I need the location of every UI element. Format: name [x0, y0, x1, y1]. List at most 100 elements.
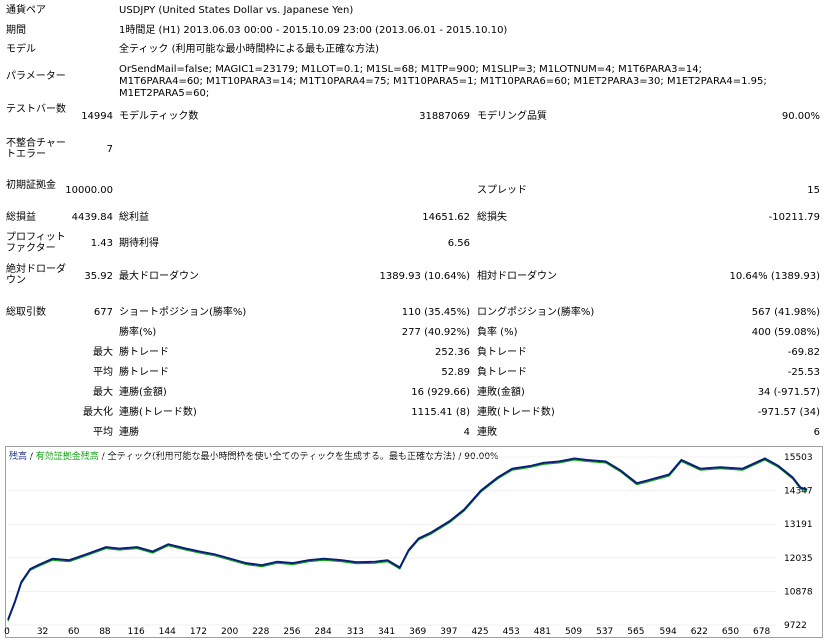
gross-profit-value: 14651.62 [422, 212, 470, 223]
short-positions-label: ショートポジション(勝率%) [119, 307, 247, 318]
x-tick-label: 0 [4, 627, 10, 637]
profit-factor-label: プロフィットファクター [6, 232, 66, 254]
relative-drawdown-label: 相対ドローダウン [477, 271, 557, 282]
short-positions-value: 110 (35.45%) [401, 307, 470, 318]
mismatch-errors-value: 7 [106, 144, 113, 155]
average-profit-trade-label: 勝トレード [119, 367, 169, 378]
total-trades-label: 総取引数 [6, 307, 46, 318]
x-tick-label: 60 [68, 627, 80, 637]
expected-payoff-value: 6.56 [447, 238, 470, 249]
y-tick-label: 13191 [784, 520, 813, 530]
x-tick-label: 32 [36, 627, 49, 637]
gross-loss-label: 総損失 [477, 212, 507, 223]
maximal-drawdown-value: 1389.93 (10.64%) [379, 271, 470, 282]
modeling-quality-label: モデリング品質 [477, 111, 547, 122]
initial-deposit-value: 10000.00 [65, 185, 113, 196]
absolute-drawdown-label: 絶対ドローダウン [6, 264, 66, 286]
average-consecutive-losses-value: 6 [813, 427, 820, 438]
test-bars-label: テストバー数 [6, 104, 66, 115]
largest-loss-trade-value: -69.82 [787, 347, 820, 358]
loss-trades-label: 負率 (%) [477, 327, 518, 338]
gross-loss-value: -10211.79 [768, 212, 820, 223]
x-tick-label: 88 [99, 627, 111, 637]
expected-payoff-label: 期待利得 [119, 238, 159, 249]
x-tick-label: 313 [346, 627, 364, 637]
total-trades-value: 677 [93, 307, 113, 318]
maximal-consecutive-loss-label: 連敗(トレード数) [477, 407, 555, 418]
parameters-label: パラメーター [6, 71, 66, 82]
spread-label: スプレッド [477, 185, 527, 196]
x-tick-label: 369 [409, 627, 427, 637]
y-tick-label: 10878 [784, 587, 813, 597]
currency-pair-label: 通貨ペア [6, 5, 46, 16]
average-profit-trade-value: 52.89 [441, 367, 470, 378]
x-tick-label: 116 [127, 627, 145, 637]
maximal-label: 最大化 [83, 407, 113, 418]
x-tick-label: 397 [440, 627, 458, 637]
largest-profit-trade-value: 252.36 [435, 347, 470, 358]
largest-profit-trade-label: 勝トレード [119, 347, 169, 358]
balance-chart: 残高 / 有効証拠金残高 / 全ティック(利用可能な最小時間枠を使い全てのティッ… [5, 446, 823, 638]
average-label: 平均 [93, 367, 113, 378]
x-tick-label: 650 [721, 627, 740, 637]
average-consecutive-wins-value: 4 [463, 427, 470, 438]
average-consecutive-label: 平均 [93, 427, 113, 438]
loss-trades-value: 400 (59.08%) [751, 327, 820, 338]
model-value: 全ティック (利用可能な最小時間枠による最も正確な方法) [119, 44, 380, 55]
max-consecutive-losses-value: 34 (-971.57) [757, 387, 820, 398]
balance-line [7, 457, 808, 621]
x-tick-label: 622 [690, 627, 708, 637]
x-tick-label: 341 [377, 627, 396, 637]
y-tick-label: 12035 [784, 554, 813, 564]
max-consecutive-wins-label: 連勝(金額) [119, 387, 167, 398]
average-loss-trade-value: -25.53 [787, 367, 820, 378]
modeling-quality-value: 90.00% [781, 111, 820, 122]
profit-trades-label: 勝率(%) [119, 327, 157, 338]
y-tick-label: 15503 [784, 453, 813, 463]
y-tick-label: 9722 [784, 621, 807, 631]
spread-value: 15 [807, 185, 820, 196]
maximal-consecutive-loss-value: -971.57 (34) [757, 407, 820, 418]
model-ticks-value: 31887069 [419, 111, 470, 122]
model-label: モデル [6, 44, 36, 55]
currency-pair-value: USDJPY (United States Dollar vs. Japanes… [119, 5, 354, 16]
x-tick-label: 509 [564, 627, 583, 637]
chart-plot: 15503 14347 13191 12035 10878 9722 [7, 453, 813, 631]
maximal-drawdown-label: 最大ドローダウン [119, 271, 199, 282]
x-tick-label: 537 [596, 627, 614, 637]
max-consecutive-wins-value: 16 (929.66) [411, 387, 470, 398]
initial-deposit-label: 初期証拠金 [6, 180, 56, 191]
net-profit-value: 4439.84 [71, 212, 113, 223]
average-consecutive-losses-label: 連敗 [477, 427, 497, 438]
mismatch-errors-label: 不整合チャートエラー [6, 138, 66, 160]
period-value: 1時間足 (H1) 2013.06.03 00:00 - 2015.10.09 … [119, 25, 508, 36]
absolute-drawdown-value: 35.92 [84, 271, 113, 282]
maximal-consecutive-profit-value: 1115.41 (8) [411, 407, 470, 418]
x-tick-label: 256 [283, 627, 301, 637]
x-tick-label: 144 [158, 627, 176, 637]
x-tick-label: 678 [753, 627, 771, 637]
equity-line [7, 459, 808, 622]
gross-profit-label: 総利益 [119, 212, 149, 223]
x-tick-label: 481 [533, 627, 551, 637]
average-loss-trade-label: 負トレード [477, 367, 527, 378]
profit-factor-value: 1.43 [90, 238, 113, 249]
test-bars-value: 14994 [81, 111, 113, 122]
x-tick-label: 453 [502, 627, 520, 637]
y-tick-label: 14347 [784, 487, 813, 497]
x-tick-label: 425 [471, 627, 489, 637]
long-positions-label: ロングポジション(勝率%) [477, 307, 595, 318]
x-tick-label: 565 [627, 627, 645, 637]
relative-drawdown-value: 10.64% (1389.93) [729, 271, 820, 282]
net-profit-label: 総損益 [6, 212, 36, 223]
model-ticks-label: モデルティック数 [119, 111, 199, 122]
largest-label: 最大 [93, 347, 113, 358]
x-tick-label: 228 [252, 627, 270, 637]
x-tick-label: 284 [314, 627, 332, 637]
profit-trades-value: 277 (40.92%) [401, 327, 470, 338]
x-tick-label: 200 [221, 627, 239, 637]
long-positions-value: 567 (41.98%) [751, 307, 820, 318]
max-consecutive-losses-label: 連敗(金額) [477, 387, 525, 398]
x-tick-label: 594 [659, 627, 677, 637]
maximum-label: 最大 [93, 387, 113, 398]
